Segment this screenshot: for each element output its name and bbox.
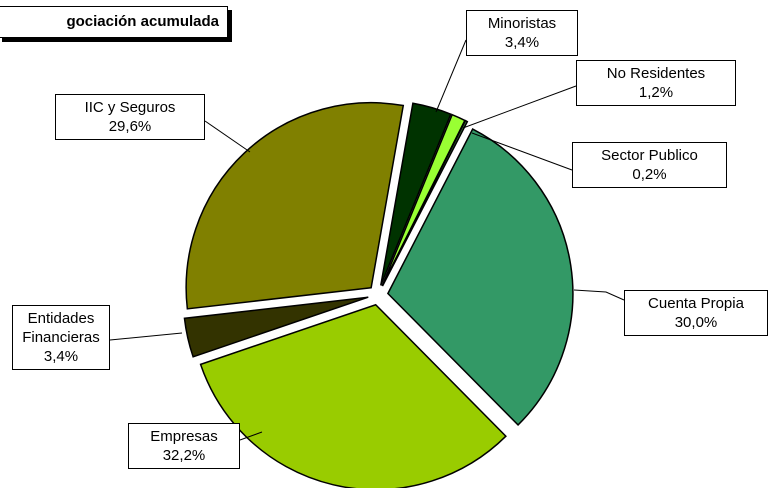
slice-value: 1,2%	[638, 84, 674, 101]
pie-slice	[199, 303, 507, 488]
pie-slice	[380, 102, 452, 286]
leader-lines	[109, 39, 625, 441]
slice-name: IIC y Seguros	[84, 99, 176, 116]
pie-slice	[381, 113, 466, 287]
leader-line	[435, 39, 467, 113]
leader-line	[239, 431, 263, 441]
pie-slice	[185, 101, 405, 310]
pie-slice	[183, 296, 369, 358]
pie-slice	[386, 128, 574, 426]
slice-name: Empresas	[150, 428, 218, 445]
slice-name: Cuenta Propia	[648, 295, 744, 312]
leader-line	[462, 85, 577, 129]
slice-label: No Residentes 1,2%	[576, 60, 736, 106]
leader-line	[573, 289, 625, 301]
slice-label: Entidades Financieras 3,4%	[12, 305, 110, 370]
slice-name: No Residentes	[606, 65, 706, 82]
slice-label: Sector Publico 0,2%	[572, 142, 727, 188]
leader-line	[204, 120, 251, 153]
slice-value: 32,2%	[162, 447, 206, 464]
slice-value: 30,0%	[674, 314, 718, 331]
slice-value: 0,2%	[632, 166, 667, 183]
slice-value: 29,6%	[108, 118, 152, 135]
slice-name: Minoristas	[487, 15, 557, 32]
slice-value: 3,4%	[504, 34, 540, 51]
slice-label: Empresas 32,2%	[128, 423, 240, 469]
slice-name: Sector Publico	[601, 147, 698, 164]
slice-label: IIC y Seguros 29,6%	[55, 94, 205, 140]
slice-label: Cuenta Propia 30,0%	[624, 290, 768, 336]
leader-line	[471, 132, 573, 171]
slice-label: Minoristas 3,4%	[466, 10, 578, 56]
slice-name: Entidades Financieras	[22, 310, 100, 346]
leader-line	[109, 332, 183, 341]
chart-title: gociación acumulada	[0, 6, 228, 38]
slice-value: 3,4%	[43, 348, 79, 365]
